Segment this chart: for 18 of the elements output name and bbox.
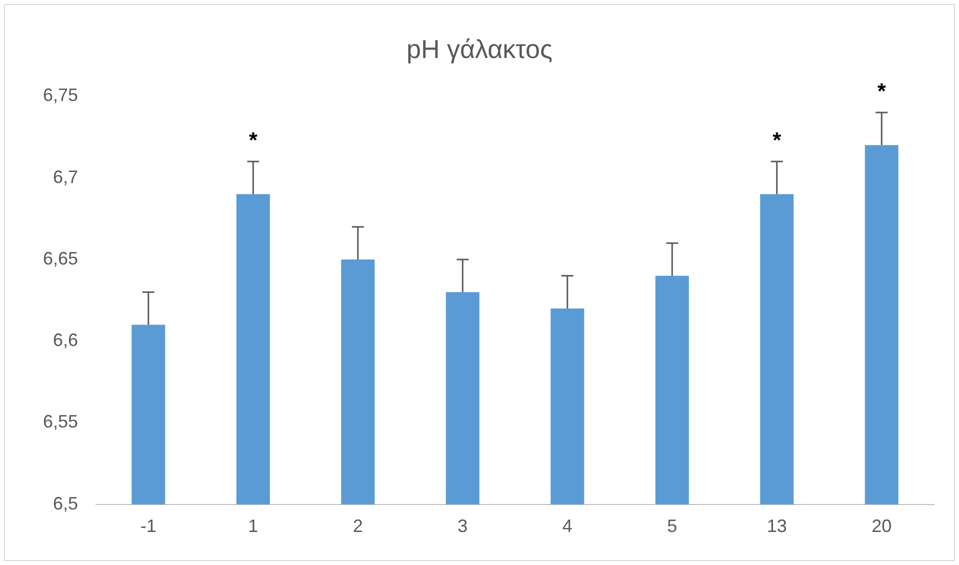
y-tick-label: 6,65 <box>42 248 78 268</box>
x-tick-label: 20 <box>872 516 892 536</box>
annotation: * <box>248 128 258 153</box>
x-tick-label: 5 <box>667 516 678 536</box>
x-tick-label: 13 <box>766 516 787 536</box>
x-tick-label: 3 <box>458 516 468 536</box>
y-tick-label: 6,6 <box>53 330 78 350</box>
x-tick-label: 1 <box>248 516 258 536</box>
x-tick-label: -1 <box>140 516 156 536</box>
y-tick-label: 6,7 <box>53 166 78 187</box>
y-tick-label: 6,5 <box>53 493 78 514</box>
y-tick-label: 6,55 <box>42 412 78 432</box>
annotation: * <box>772 128 782 153</box>
annotation: * <box>877 78 886 104</box>
x-tick-label: 4 <box>562 516 572 536</box>
chart-title: pH γάλακτος <box>406 34 553 64</box>
x-tick-label: 2 <box>352 516 363 536</box>
y-tick-label: 6,75 <box>42 85 78 106</box>
